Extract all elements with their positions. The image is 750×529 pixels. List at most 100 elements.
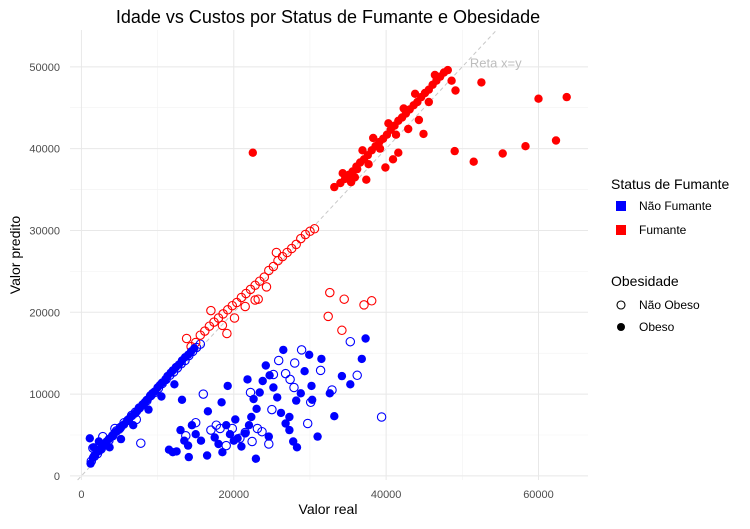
data-point <box>206 425 216 435</box>
data-point <box>191 430 200 439</box>
legend-title-obesity: Obesidade <box>611 273 679 289</box>
data-point <box>225 430 235 439</box>
data-point <box>399 104 408 113</box>
data-point <box>231 415 240 424</box>
data-point <box>273 355 284 366</box>
legend-key-color <box>616 201 626 211</box>
data-point <box>469 157 478 166</box>
data-point <box>302 418 313 429</box>
data-point <box>451 86 460 95</box>
data-point <box>244 421 254 430</box>
data-point <box>217 398 226 407</box>
data-point <box>359 300 369 310</box>
data-point <box>325 287 335 298</box>
data-point <box>430 70 440 80</box>
data-point <box>292 396 301 405</box>
data-point <box>443 65 452 75</box>
data-point <box>296 345 307 355</box>
data-point <box>358 146 367 155</box>
data-point <box>345 336 356 347</box>
data-point <box>202 451 212 460</box>
data-point <box>313 432 322 441</box>
data-point <box>265 371 274 380</box>
data-point <box>206 305 216 316</box>
data-point <box>229 313 240 323</box>
data-point <box>196 436 206 445</box>
data-point <box>381 163 390 172</box>
data-point <box>330 182 339 192</box>
chart-title: Idade vs Custos por Status de Fumante e … <box>116 7 540 27</box>
data-point <box>562 92 571 102</box>
data-point <box>183 441 193 450</box>
data-point <box>361 334 370 343</box>
data-point <box>172 447 181 456</box>
data-point <box>419 129 428 139</box>
x-tick-label: 0 <box>78 489 84 501</box>
legend-label: Obeso <box>639 320 675 334</box>
data-point <box>255 388 264 397</box>
data-point <box>369 133 378 143</box>
data-point <box>362 175 371 184</box>
y-tick-label: 30000 <box>29 225 60 237</box>
data-point <box>203 407 213 416</box>
data-point <box>364 160 373 169</box>
data-point <box>289 358 300 368</box>
data-point <box>157 392 166 401</box>
data-point <box>323 311 333 322</box>
data-point <box>352 370 362 381</box>
legend-key-shape <box>616 300 626 310</box>
data-point <box>285 425 294 435</box>
data-point <box>247 436 257 447</box>
legend-key-shape <box>617 323 625 331</box>
data-point <box>144 405 153 414</box>
data-point <box>261 282 272 292</box>
data-point <box>330 412 339 421</box>
x-tick-label: 20000 <box>218 489 249 501</box>
data-point <box>251 454 261 463</box>
data-point <box>339 294 349 304</box>
data-point <box>551 136 561 145</box>
x-axis-label: Valor real <box>299 501 358 517</box>
data-point <box>376 412 387 422</box>
data-point <box>309 224 320 234</box>
data-point <box>357 354 366 364</box>
data-point <box>249 394 258 404</box>
data-point <box>289 382 299 393</box>
data-point <box>184 452 193 462</box>
x-tick-label: 40000 <box>371 489 402 501</box>
data-point <box>267 404 277 415</box>
data-point <box>375 144 385 153</box>
data-point <box>346 380 355 389</box>
data-point <box>315 365 326 376</box>
data-point <box>261 361 270 370</box>
data-point <box>391 130 401 139</box>
data-point <box>129 421 138 430</box>
data-point <box>223 381 232 391</box>
data-point <box>116 434 126 444</box>
data-point <box>210 433 219 442</box>
data-point <box>257 426 267 437</box>
data-point <box>366 296 377 306</box>
data-point <box>85 434 95 443</box>
data-point <box>237 442 246 451</box>
data-point <box>241 429 250 438</box>
data-point <box>498 149 507 158</box>
data-point <box>218 448 227 457</box>
data-point <box>264 432 273 441</box>
data-point <box>253 294 263 304</box>
data-point <box>305 226 315 237</box>
data-point <box>291 239 301 250</box>
series-nao-fumante-obeso <box>85 334 370 468</box>
data-point <box>198 389 209 399</box>
data-point <box>296 389 305 398</box>
data-point <box>384 119 393 128</box>
data-point <box>338 169 347 178</box>
data-point <box>248 148 257 157</box>
data-point <box>337 371 347 381</box>
data-point <box>424 97 433 107</box>
data-point <box>317 354 326 364</box>
data-point <box>222 421 231 430</box>
data-point <box>534 94 543 103</box>
data-point <box>190 344 199 353</box>
data-point <box>268 261 279 272</box>
